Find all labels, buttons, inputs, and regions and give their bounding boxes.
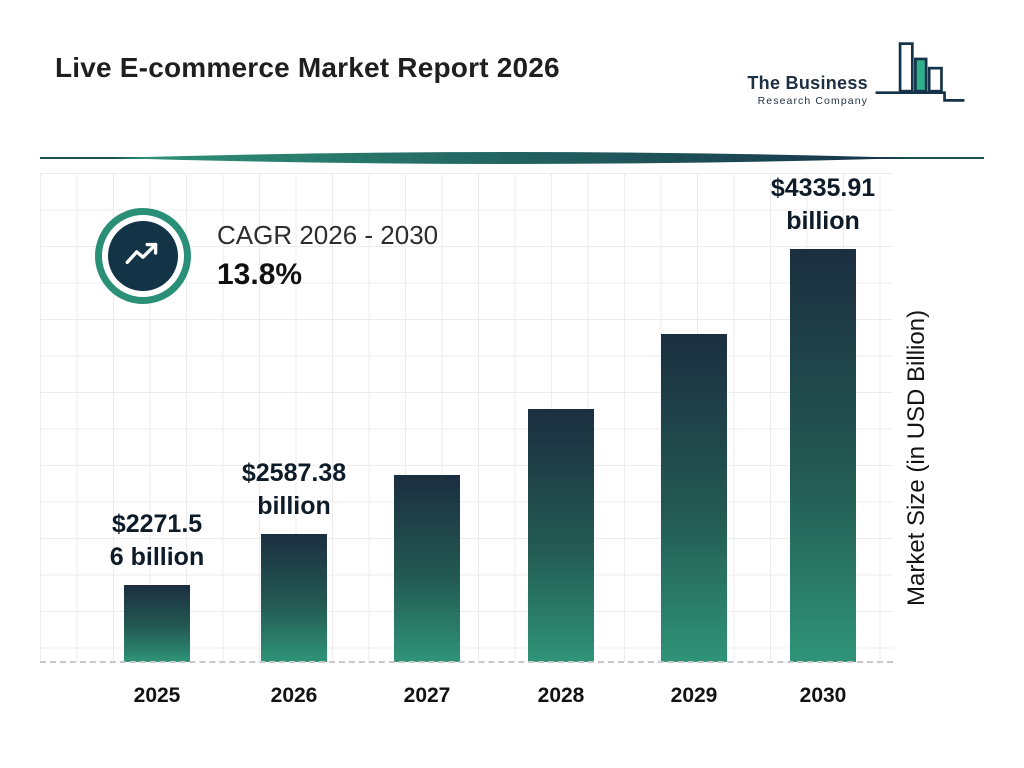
bar-value-label: $2271.5 6 billion xyxy=(57,508,257,573)
bar-2029 xyxy=(661,334,727,662)
x-axis-label: 2027 xyxy=(403,684,451,707)
bar-2027 xyxy=(394,475,460,662)
x-axis-label: 2030 xyxy=(799,684,847,707)
bar-value-line: 6 billion xyxy=(109,542,205,571)
cagr-icon-circle xyxy=(108,221,178,291)
cagr-value: 13.8% xyxy=(217,258,303,291)
bar-value-label: $2587.38 billion xyxy=(194,457,394,522)
bar-2025 xyxy=(124,585,190,662)
cagr-text: CAGR 2026 - 2030 13.8% xyxy=(217,220,438,292)
y-axis-label: Market Size (in USD Billion) xyxy=(903,309,930,606)
logo-text-primary: The Business xyxy=(747,73,868,93)
logo-text-secondary: Research Company xyxy=(757,95,868,107)
x-axis-label: 2029 xyxy=(670,684,718,707)
cagr-label: CAGR 2026 - 2030 xyxy=(217,220,439,250)
section-divider xyxy=(40,150,984,166)
x-axis-label: 2026 xyxy=(270,684,318,707)
bar-2028 xyxy=(528,409,594,662)
bar-value-line: $2271.5 xyxy=(111,510,203,538)
trend-up-arrow-icon xyxy=(122,238,164,275)
cagr-badge: CAGR 2026 - 2030 13.8% xyxy=(95,208,438,304)
bar-value-line: billion xyxy=(257,491,331,520)
bar-2026 xyxy=(261,534,327,662)
x-axis-label: 2028 xyxy=(537,684,585,707)
cagr-icon-ring xyxy=(95,208,191,304)
company-logo: The Business Research Company xyxy=(747,36,966,113)
bar-value-line: $4335.91 xyxy=(770,174,876,202)
x-axis-label: 2025 xyxy=(133,684,181,707)
bar-value-line: billion xyxy=(786,206,860,235)
bar-value-line: $2587.38 xyxy=(241,459,347,487)
bar-chart-logo-icon xyxy=(874,36,966,113)
bar-value-label: $4335.91 billion xyxy=(723,172,923,237)
page-title: Live E-commerce Market Report 2026 xyxy=(55,52,560,83)
logo-text: The Business Research Company xyxy=(747,73,868,113)
bar-2030 xyxy=(790,249,856,662)
